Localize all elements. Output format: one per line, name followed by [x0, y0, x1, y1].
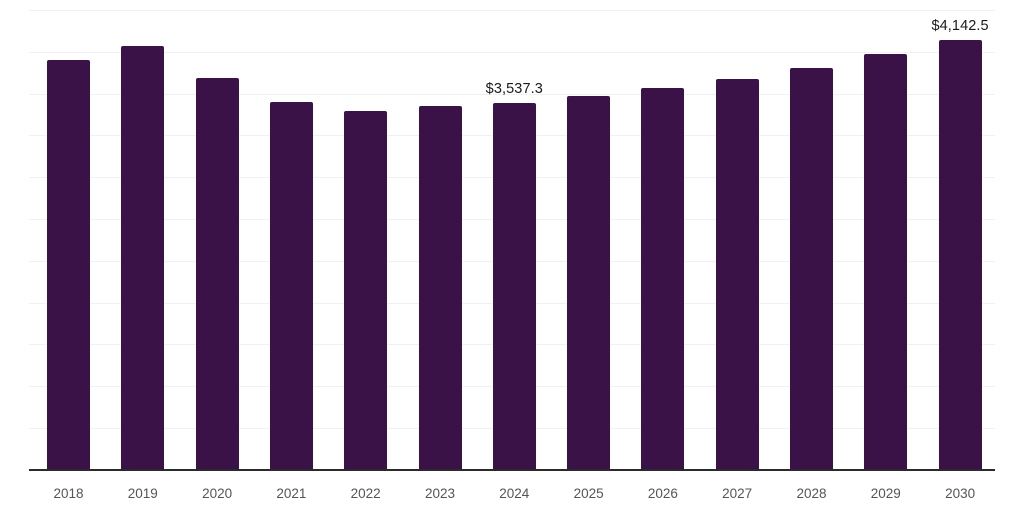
- bar-group[interactable]: $3,537.3: [486, 0, 543, 470]
- bar[interactable]: [938, 39, 982, 470]
- bar-group[interactable]: [641, 0, 685, 470]
- bar-group[interactable]: $4,142.5: [931, 0, 989, 470]
- bar-group[interactable]: [715, 0, 759, 470]
- x-axis-tick-2023: 2023: [424, 486, 456, 501]
- bar[interactable]: [418, 105, 462, 470]
- bar[interactable]: [715, 79, 759, 470]
- bar-value-label: $4,142.5: [931, 17, 989, 34]
- plot-area: $3,537.3 $4,142.5: [29, 0, 995, 470]
- x-axis-tick-2027: 2027: [722, 486, 753, 501]
- x-axis-tick-2022: 2022: [350, 486, 381, 501]
- bar[interactable]: [492, 102, 536, 470]
- bar-group[interactable]: [864, 0, 908, 470]
- x-axis-tick-2025: 2025: [573, 486, 604, 501]
- x-axis-tick-2018: 2018: [53, 486, 84, 501]
- bars-layer: $3,537.3 $4,142.5: [47, 0, 989, 470]
- bar[interactable]: [864, 54, 908, 470]
- x-axis-tick-2021: 2021: [276, 486, 307, 501]
- x-axis-tick-2028: 2028: [796, 486, 827, 501]
- bar[interactable]: [47, 60, 90, 470]
- bar[interactable]: [790, 68, 833, 470]
- bar[interactable]: [195, 77, 239, 470]
- x-axis-tick-2030: 2030: [945, 486, 976, 501]
- bar-group[interactable]: [567, 0, 611, 470]
- bar-group[interactable]: [195, 0, 239, 470]
- x-axis-tick-2024: 2024: [499, 486, 530, 501]
- bar-value-label: $3,537.3: [485, 80, 543, 97]
- x-axis-tick-2029: 2029: [870, 486, 901, 501]
- bar[interactable]: [344, 111, 388, 470]
- bar[interactable]: [269, 101, 313, 470]
- bar-group[interactable]: [344, 0, 388, 470]
- bar[interactable]: [641, 88, 685, 470]
- x-axis-tick-2026: 2026: [647, 486, 678, 501]
- bar-group[interactable]: [418, 0, 462, 470]
- bar-group[interactable]: [269, 0, 313, 470]
- bar-group[interactable]: [121, 0, 165, 470]
- x-axis-labels: 2018 2019 2020 2021 2022 2023 2024 2025 2026 2027…: [0, 470, 1024, 512]
- bar-group[interactable]: [790, 0, 833, 470]
- x-axis-line: [29, 469, 995, 471]
- bar[interactable]: [567, 96, 611, 470]
- x-axis-tick-2020: 2020: [202, 486, 233, 501]
- x-axis-tick-2019: 2019: [127, 486, 158, 501]
- bar-group[interactable]: [47, 0, 90, 470]
- bar[interactable]: [121, 46, 165, 470]
